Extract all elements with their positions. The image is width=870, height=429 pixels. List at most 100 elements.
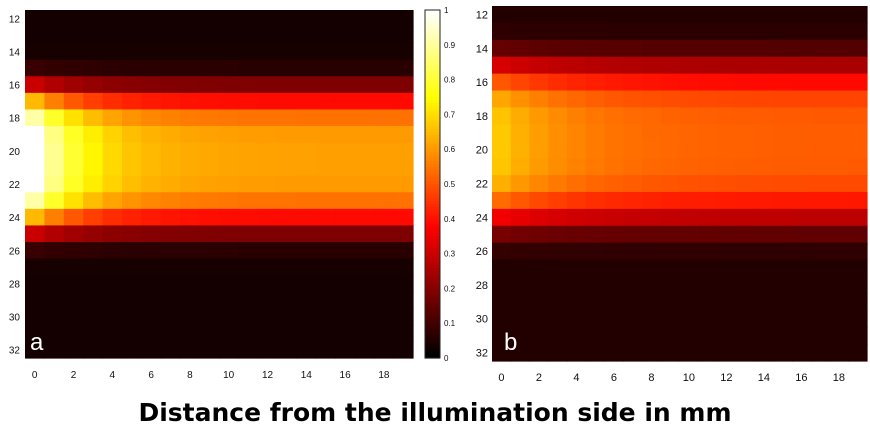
colorbar-step: [425, 44, 440, 49]
heatmap-cell: [604, 293, 624, 311]
heatmap-cell: [810, 124, 831, 142]
heatmap-cell: [754, 6, 774, 24]
heatmap-cell: [296, 109, 317, 127]
heatmap-cell: [102, 43, 123, 61]
heatmap-cell: [567, 73, 587, 92]
heatmap-cell: [735, 191, 756, 210]
heatmap-cell: [102, 308, 123, 326]
heatmap-cell: [623, 39, 643, 58]
heatmap-cell: [567, 6, 587, 24]
y-tick-label: 30: [9, 313, 21, 324]
heatmap-cell: [199, 76, 220, 94]
heatmap-cell: [219, 324, 239, 343]
colorbar-step: [425, 311, 440, 316]
heatmap-cell: [773, 56, 793, 75]
heatmap-cell: [492, 124, 512, 142]
heatmap-cell: [238, 192, 259, 210]
heatmap-cell: [492, 293, 512, 311]
heatmap-cell: [848, 293, 868, 311]
heatmap-cell: [773, 344, 793, 362]
heatmap-cell: [698, 158, 718, 176]
heatmap-cell: [102, 291, 123, 309]
heatmap-cell: [160, 92, 181, 111]
heatmap-cell: [141, 142, 162, 160]
heatmap-cell: [316, 126, 336, 144]
heatmap-cell: [660, 191, 681, 210]
heatmap-cell: [773, 225, 793, 244]
colorbar-step: [425, 111, 440, 115]
colorbar-step: [425, 233, 440, 237]
heatmap-cell: [160, 208, 181, 227]
heatmap-cell: [829, 276, 849, 294]
heatmap-cell: [623, 259, 643, 278]
heatmap-cell: [63, 275, 84, 293]
heatmap-cell: [141, 242, 162, 260]
heatmap-cell: [585, 175, 606, 193]
heatmap-cell: [829, 158, 849, 176]
colorbar: 0 0.1 0.2 0.3 0.4 0.5 0.6 0.7 0.8 0.9 1: [424, 6, 456, 363]
heatmap-cell: [735, 124, 756, 142]
heatmap-cell: [63, 225, 84, 243]
heatmap-cell: [773, 242, 793, 261]
heatmap-cell: [219, 76, 239, 94]
heatmap-cell: [354, 92, 375, 111]
heatmap-cell: [623, 22, 643, 41]
heatmap-cell: [567, 107, 587, 125]
heatmap-cell: [180, 126, 201, 144]
heatmap-cell: [792, 22, 812, 41]
heatmap-cell: [296, 92, 317, 111]
heatmap-cell: [257, 126, 278, 144]
heatmap-cell: [393, 291, 414, 309]
heatmap-cell: [219, 43, 239, 61]
heatmap-cell: [679, 6, 699, 24]
heatmap-cell: [492, 56, 512, 75]
heatmap-cell: [199, 142, 220, 160]
heatmap-cell: [567, 259, 587, 278]
heatmap-cell: [63, 175, 84, 193]
colorbar-step: [425, 178, 440, 182]
y-tick-label: 20: [9, 147, 21, 158]
heatmap-cell: [141, 92, 162, 111]
y-tick-label: 12: [9, 14, 21, 25]
heatmap-cell: [122, 76, 142, 94]
heatmap-cell: [660, 225, 681, 244]
heatmap-cell: [277, 341, 298, 359]
colorbar-step: [425, 236, 440, 240]
heatmap-cell: [238, 43, 259, 61]
heatmap-cell: [604, 56, 624, 75]
colorbar-step: [425, 123, 440, 127]
heatmap-cell: [829, 141, 849, 159]
heatmap-cell: [83, 258, 104, 276]
heatmap-cell: [219, 175, 239, 193]
heatmap-cell: [660, 344, 681, 362]
colorbar-step: [425, 186, 440, 191]
heatmap-cell: [180, 258, 201, 276]
heatmap-cell: [773, 22, 793, 41]
colorbar-step: [425, 247, 440, 252]
heatmap-cell: [238, 324, 259, 343]
colorbar-step: [425, 239, 440, 243]
heatmap-cell: [717, 158, 737, 176]
heatmap-cell: [83, 109, 104, 127]
heatmap-cell: [316, 175, 336, 193]
heatmap-cell: [642, 225, 662, 244]
heatmap-cell: [180, 308, 201, 326]
heatmap-cell: [604, 225, 624, 244]
heatmap-cell: [122, 275, 142, 293]
heatmap-cell: [44, 308, 65, 326]
heatmap-cell: [335, 126, 356, 144]
heatmap-cell: [623, 73, 643, 92]
panel-b-y-axis: 12 14 16 18 20 22 24 26 28 30 32: [476, 10, 488, 360]
heatmap-cell: [374, 26, 395, 44]
colorbar-step: [425, 331, 440, 336]
heatmap-cell: [122, 308, 142, 326]
heatmap-cell: [354, 159, 375, 177]
heatmap-cell: [623, 141, 643, 159]
heatmap-cell: [141, 159, 162, 177]
x-tick-label: 4: [573, 372, 579, 384]
heatmap-cell: [25, 258, 45, 276]
heatmap-cell: [698, 310, 718, 328]
heatmap-cell: [160, 175, 181, 193]
colorbar-ticks: 0 0.1 0.2 0.3 0.4 0.5 0.6 0.7 0.8 0.9 1: [444, 6, 456, 363]
